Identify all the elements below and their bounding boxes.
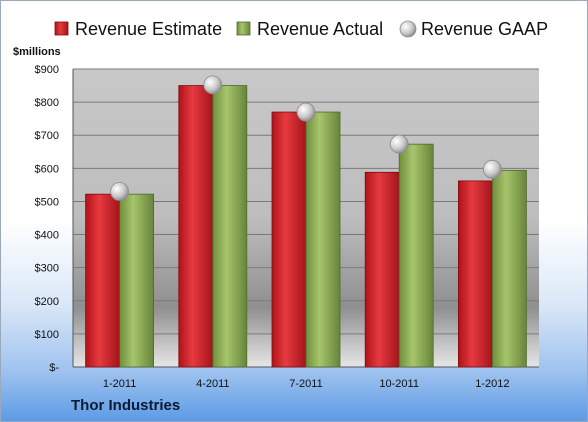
bar-revenue-actual: [212, 85, 248, 368]
marker-revenue-gaap: [203, 75, 223, 95]
x-tick-label: 4-2011: [196, 378, 229, 390]
y-tick-label: $500: [35, 196, 59, 208]
y-tick-label: $100: [35, 329, 59, 341]
y-tick-label: $700: [35, 130, 59, 142]
legend-label: Revenue GAAP: [421, 19, 548, 39]
y-tick-label: $200: [35, 296, 59, 308]
bar-revenue-estimate: [457, 180, 493, 368]
marker-revenue-gaap: [110, 182, 129, 201]
y-tick-label: $900: [35, 64, 59, 76]
marker-revenue-gaap: [389, 134, 409, 154]
y-tick-label: $-: [49, 362, 59, 374]
bar-revenue-estimate: [178, 85, 214, 368]
legend-swatch: [54, 21, 69, 36]
y-tick-label: $400: [35, 230, 59, 242]
bar-revenue-estimate: [364, 171, 400, 368]
legend-label: Revenue Estimate: [75, 19, 222, 39]
legend-swatch: [399, 20, 417, 38]
bar-revenue-actual: [398, 143, 434, 368]
unit-label: $millions: [13, 46, 61, 58]
x-tick-label: 1-2012: [475, 378, 509, 390]
x-tick-label: 7-2011: [289, 378, 322, 390]
bar-revenue-actual: [491, 169, 527, 368]
x-tick-label: 10-2011: [379, 378, 419, 390]
x-tick-label: 1-2011: [103, 378, 136, 390]
y-tick-label: $800: [35, 97, 59, 109]
marker-revenue-gaap: [296, 102, 316, 122]
legend-label: Revenue Actual: [257, 19, 383, 39]
bar-revenue-estimate: [271, 111, 307, 368]
marker-revenue-gaap: [482, 159, 502, 179]
y-tick-label: $600: [35, 163, 59, 175]
bar-revenue-actual: [305, 111, 341, 368]
bar-revenue-actual: [119, 193, 154, 368]
legend-swatch: [236, 21, 251, 36]
company-name: Thor Industries: [71, 397, 181, 414]
y-tick-label: $300: [35, 263, 59, 275]
bar-revenue-estimate: [85, 193, 120, 368]
